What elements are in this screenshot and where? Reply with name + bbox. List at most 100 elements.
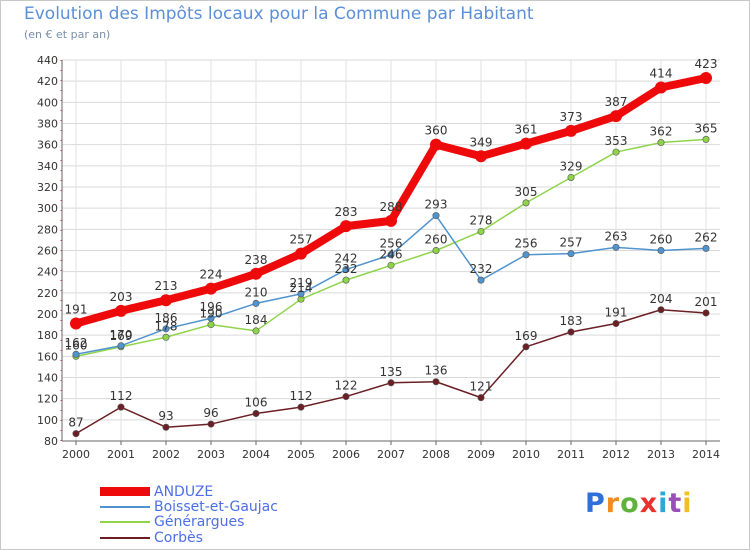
x-tick-label: 2005 <box>287 448 315 461</box>
x-tick-label: 2006 <box>332 448 360 461</box>
x-tick-label: 2004 <box>242 448 270 461</box>
data-label: 283 <box>335 205 358 219</box>
data-point <box>477 394 485 402</box>
chart-subtitle: (en € et par an) <box>24 28 111 41</box>
data-point <box>520 137 532 150</box>
data-point <box>477 227 485 235</box>
x-tick-label: 2001 <box>107 448 135 461</box>
data-point <box>340 220 352 233</box>
data-point <box>610 110 622 123</box>
data-label: 210 <box>245 285 268 299</box>
data-label: 260 <box>650 233 673 247</box>
data-point <box>70 317 82 330</box>
logo-letter: r <box>605 488 621 519</box>
data-label: 387 <box>605 95 628 109</box>
data-point <box>612 243 620 251</box>
axes: 80 100 120 140 160 180 200 220 240 260 280 300 320 34… <box>37 54 720 461</box>
data-point <box>160 294 172 307</box>
y-tick-label: 400 <box>37 96 58 109</box>
data-label: 373 <box>560 110 583 124</box>
data-label: 329 <box>560 159 583 173</box>
y-tick-label: 280 <box>37 223 58 236</box>
data-point <box>72 430 80 438</box>
y-tick-label: 200 <box>37 308 58 321</box>
x-tick-label: 2009 <box>467 448 495 461</box>
data-label: 87 <box>68 416 83 430</box>
x-tick-label: 2007 <box>377 448 405 461</box>
data-label: 170 <box>110 328 133 342</box>
legend-label: Boisset-et-Gaujac <box>154 498 278 515</box>
data-label: 183 <box>560 314 583 328</box>
logo-letter: o <box>620 488 640 519</box>
data-label: 184 <box>245 313 268 327</box>
data-point <box>117 342 125 350</box>
data-label: 262 <box>695 230 718 244</box>
data-label: 219 <box>290 276 313 290</box>
proxiti-logo: Proxiti <box>585 488 693 519</box>
data-label: 246 <box>380 247 403 261</box>
data-label: 263 <box>605 229 628 243</box>
data-label: 242 <box>335 252 358 266</box>
data-label: 288 <box>380 200 403 214</box>
data-point <box>162 333 170 341</box>
data-point <box>205 282 217 295</box>
data-point <box>342 276 350 284</box>
x-tick-label: 2011 <box>557 448 585 461</box>
y-tick-label: 440 <box>37 54 58 67</box>
data-label: 278 <box>470 213 493 227</box>
data-label: 191 <box>605 306 628 320</box>
legend-swatch <box>100 536 150 539</box>
data-point <box>297 403 305 411</box>
data-point <box>295 247 307 260</box>
legend-label: Générargues <box>154 513 245 530</box>
data-point <box>612 148 620 156</box>
data-point <box>387 261 395 269</box>
data-point <box>432 378 440 386</box>
data-label: 203 <box>110 290 133 304</box>
data-label: 256 <box>515 237 538 251</box>
data-point <box>475 150 487 163</box>
data-labels: 87 112 93 96 106 112 122 135 136 121 169 183 191 204 2… <box>65 57 718 430</box>
data-label: 224 <box>200 268 223 282</box>
data-label: 112 <box>110 389 133 403</box>
logo-letter: x <box>639 488 659 519</box>
data-label: 214 <box>290 281 313 295</box>
data-point <box>207 420 215 428</box>
data-point <box>567 173 575 181</box>
data-point <box>72 350 80 358</box>
data-label: 213 <box>155 279 178 293</box>
data-point <box>117 403 125 411</box>
data-label: 201 <box>695 295 718 309</box>
data-label: 414 <box>650 67 673 81</box>
data-point <box>612 320 620 328</box>
data-label: 106 <box>245 395 268 409</box>
data-point <box>342 266 350 274</box>
legend-item: Boisset-et-Gaujac <box>100 498 278 515</box>
data-point <box>162 423 170 431</box>
data-label: 232 <box>335 262 358 276</box>
data-point <box>657 306 665 314</box>
data-point <box>522 199 530 207</box>
data-point <box>702 244 710 252</box>
data-label: 232 <box>470 262 493 276</box>
data-label: 122 <box>335 379 358 393</box>
data-point <box>162 325 170 333</box>
data-label: 191 <box>65 303 88 317</box>
data-point <box>342 393 350 401</box>
data-point <box>702 309 710 317</box>
data-label: 305 <box>515 185 538 199</box>
data-label: 257 <box>290 233 313 247</box>
legend-item: Corbès <box>100 530 203 546</box>
x-tick-label: 2008 <box>422 448 450 461</box>
data-point <box>655 81 667 94</box>
data-label: 190 <box>200 307 223 321</box>
series <box>70 71 712 438</box>
legend-swatch <box>100 505 150 508</box>
data-label: 136 <box>425 364 448 378</box>
data-point <box>567 250 575 258</box>
x-tick-label: 2012 <box>602 448 630 461</box>
data-point <box>702 135 710 143</box>
y-tick-label: 140 <box>37 372 58 385</box>
legend-swatch <box>100 487 150 496</box>
